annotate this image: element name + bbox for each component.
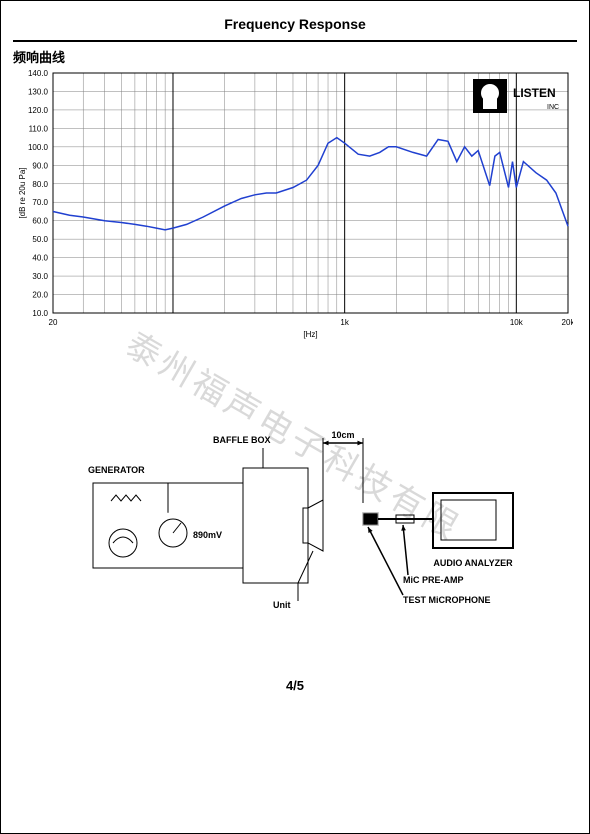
- page-title: Frequency Response: [1, 1, 589, 40]
- page: Frequency Response 频响曲线 10.0 20.0 30.0 40.0…: [0, 0, 590, 834]
- svg-text:MiC PRE-AMP: MiC PRE-AMP: [403, 575, 464, 585]
- svg-text:AUDIO ANALYZER: AUDIO ANALYZER: [433, 558, 513, 568]
- chart-svg: 10.0 20.0 30.0 40.0 50.0 60.0 70.0 80.0 90.0 100.…: [13, 68, 573, 348]
- page-number: 4/5: [1, 678, 589, 693]
- svg-text:[dB re 20u Pa]: [dB re 20u Pa]: [18, 167, 27, 218]
- svg-text:70.0: 70.0: [32, 198, 48, 207]
- svg-text:20.0: 20.0: [32, 291, 48, 300]
- svg-text:[Hz]: [Hz]: [303, 330, 317, 339]
- svg-text:890mV: 890mV: [193, 530, 222, 540]
- svg-text:TEST MiCROPHONE: TEST MiCROPHONE: [403, 595, 491, 605]
- svg-text:20k: 20k: [562, 318, 573, 327]
- svg-text:Unit: Unit: [273, 600, 291, 610]
- svg-text:80.0: 80.0: [32, 180, 48, 189]
- svg-text:BAFFLE BOX: BAFFLE BOX: [213, 435, 271, 445]
- diagram-svg: 890mV GENERATOR BAFFLE BOX Unit 10cm AUDIO AN…: [13, 413, 573, 633]
- svg-text:140.0: 140.0: [28, 69, 49, 78]
- svg-text:110.0: 110.0: [29, 124, 49, 133]
- svg-text:90.0: 90.0: [32, 161, 48, 170]
- svg-text:30.0: 30.0: [32, 272, 48, 281]
- svg-text:60.0: 60.0: [32, 217, 48, 226]
- svg-text:10.0: 10.0: [32, 309, 48, 318]
- svg-text:50.0: 50.0: [32, 235, 48, 244]
- svg-text:40.0: 40.0: [32, 254, 48, 263]
- title-rule: [13, 40, 577, 42]
- svg-text:20: 20: [49, 318, 58, 327]
- svg-text:INC: INC: [547, 104, 559, 111]
- test-setup-diagram: 890mV GENERATOR BAFFLE BOX Unit 10cm AUDIO AN…: [13, 413, 577, 638]
- svg-text:10cm: 10cm: [331, 430, 354, 440]
- svg-text:GENERATOR: GENERATOR: [88, 465, 145, 475]
- svg-text:130.0: 130.0: [28, 87, 49, 96]
- frequency-response-chart: 10.0 20.0 30.0 40.0 50.0 60.0 70.0 80.0 90.0 100.…: [13, 68, 577, 353]
- svg-text:1k: 1k: [340, 318, 349, 327]
- subtitle: 频响曲线: [1, 47, 589, 68]
- svg-text:10k: 10k: [510, 318, 524, 327]
- svg-text:100.0: 100.0: [28, 143, 49, 152]
- svg-text:LISTEN: LISTEN: [513, 86, 556, 100]
- svg-text:120.0: 120.0: [28, 106, 49, 115]
